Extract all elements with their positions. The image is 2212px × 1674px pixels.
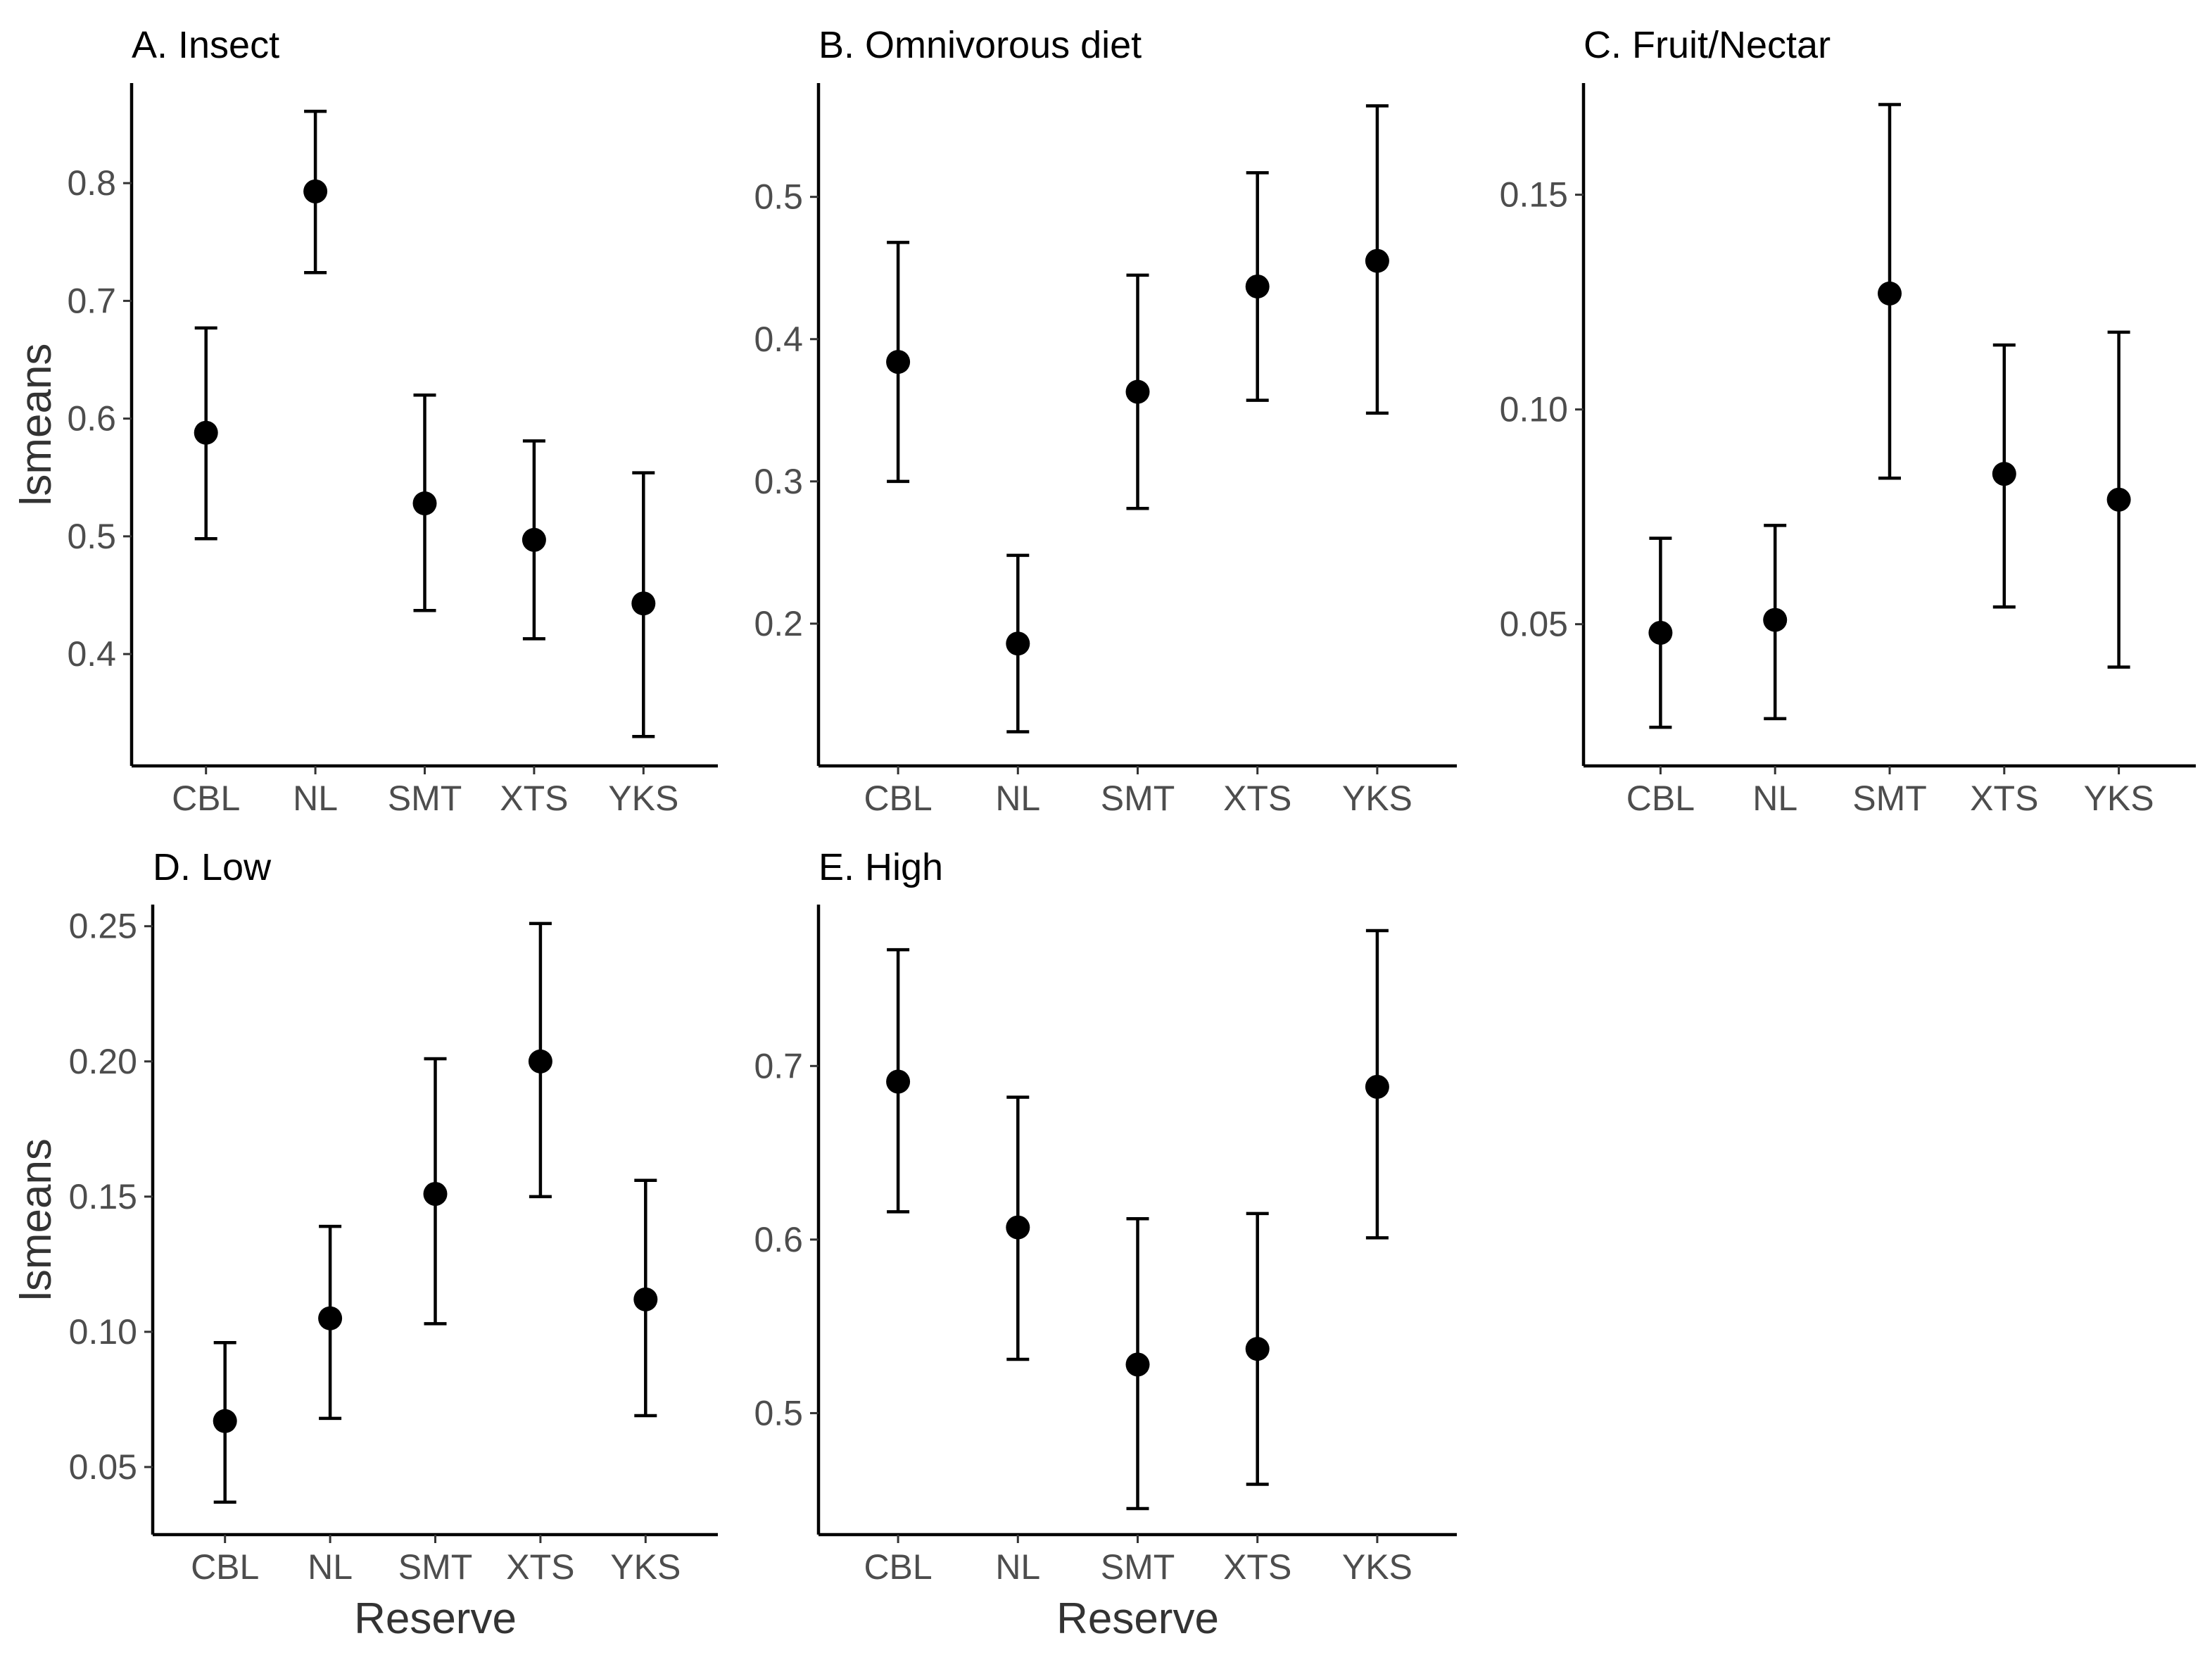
y-tick-label: 0.25 <box>69 907 137 946</box>
x-tick-label: NL <box>293 779 338 818</box>
x-axis-title: Reserve <box>354 1594 517 1643</box>
panel-c: C. Fruit/Nectar 0.05 0.10 0.15 CBL NL SMT XTS YK… <box>1500 24 2196 818</box>
y-tick-label: 0.6 <box>67 399 116 439</box>
y-tick-label: 0.5 <box>754 1393 803 1433</box>
y-tick-label: 0.2 <box>754 604 803 643</box>
data-point <box>1763 608 1788 632</box>
x-tick-label: SMT <box>1101 1547 1175 1587</box>
y-tick-label: 0.8 <box>67 163 116 203</box>
panel-title: D. Low <box>153 846 272 888</box>
panel-e: E. High 0.5 0.6 0.7 CBL NL SMT XTS YKS Reserve <box>754 846 1457 1643</box>
data-point <box>1365 248 1389 273</box>
x-tick-label: NL <box>1752 779 1797 818</box>
y-tick-label: 0.15 <box>69 1177 137 1216</box>
data-point <box>528 1049 552 1074</box>
x-tick-label: SMT <box>388 779 462 818</box>
y-tick-label: 0.20 <box>69 1042 137 1081</box>
x-tick-label: YKS <box>2084 779 2154 818</box>
x-tick-label: YKS <box>610 1547 681 1587</box>
y-tick-label: 0.10 <box>1500 390 1568 429</box>
x-tick-label: XTS <box>1970 779 2038 818</box>
x-tick-label: XTS <box>506 1547 574 1587</box>
x-tick-label: NL <box>995 779 1040 818</box>
panel-d: D. Low 0.05 0.10 0.15 0.20 0.25 CBL NL SMT XTS YKS… <box>12 846 718 1643</box>
y-tick-label: 0.4 <box>67 634 116 674</box>
x-tick-label: CBL <box>1626 779 1695 818</box>
x-tick-label: YKS <box>608 779 678 818</box>
data-point <box>1648 620 1673 645</box>
x-tick-label: CBL <box>191 1547 259 1587</box>
y-tick-label: 0.5 <box>67 517 116 556</box>
y-tick-label: 0.05 <box>69 1447 137 1487</box>
data-point <box>522 527 546 552</box>
data-point <box>303 179 328 203</box>
data-point <box>423 1182 448 1207</box>
data-point <box>631 591 656 616</box>
data-point <box>2106 487 2131 512</box>
data-point <box>1245 1337 1270 1361</box>
x-tick-label: SMT <box>398 1547 473 1587</box>
y-tick-label: 0.6 <box>754 1220 803 1259</box>
data-point <box>633 1287 658 1311</box>
data-point <box>1365 1074 1389 1099</box>
y-axis-title: lsmeans <box>12 344 61 506</box>
x-tick-label: NL <box>995 1547 1040 1587</box>
x-tick-label: YKS <box>1342 1547 1412 1587</box>
panel-title: E. High <box>819 846 943 888</box>
data-point <box>1878 281 1902 306</box>
data-point <box>1006 1215 1030 1240</box>
panel-title: C. Fruit/Nectar <box>1584 24 1831 66</box>
y-tick-label: 0.3 <box>754 462 803 501</box>
x-tick-label: NL <box>308 1547 353 1587</box>
data-point <box>1992 462 2016 486</box>
x-tick-label: CBL <box>864 1547 932 1587</box>
x-tick-label: YKS <box>1342 779 1412 818</box>
panel-b: B. Omnivorous diet 0.2 0.3 0.4 0.5 CBL NL SMT XT… <box>754 24 1457 818</box>
panel-title: A. Insect <box>132 24 279 66</box>
data-point <box>1245 274 1270 298</box>
data-point <box>1125 1352 1150 1377</box>
data-point <box>213 1409 237 1433</box>
y-tick-label: 0.05 <box>1500 605 1568 644</box>
y-tick-label: 0.4 <box>754 320 803 359</box>
x-tick-label: SMT <box>1101 779 1175 818</box>
data-point <box>194 420 218 445</box>
y-tick-label: 0.15 <box>1500 175 1568 215</box>
x-tick-label: CBL <box>864 779 932 818</box>
y-tick-label: 0.7 <box>754 1046 803 1085</box>
x-tick-label: XTS <box>1223 1547 1291 1587</box>
panel-title: B. Omnivorous diet <box>819 24 1142 66</box>
data-point <box>412 491 437 516</box>
data-point <box>886 1069 911 1094</box>
x-tick-label: XTS <box>500 779 568 818</box>
x-tick-label: CBL <box>172 779 240 818</box>
x-tick-label: XTS <box>1223 779 1291 818</box>
y-tick-label: 0.10 <box>69 1312 137 1352</box>
y-tick-label: 0.7 <box>67 281 116 320</box>
y-tick-label: 0.5 <box>754 177 803 217</box>
y-axis-title: lsmeans <box>12 1138 61 1301</box>
data-point <box>1006 631 1030 656</box>
x-tick-label: SMT <box>1852 779 1927 818</box>
data-point <box>886 350 911 375</box>
data-point <box>318 1306 343 1330</box>
data-point <box>1125 379 1150 404</box>
x-axis-title: Reserve <box>1056 1594 1219 1643</box>
panel-a: A. Insect 0.4 0.5 0.6 0.7 0.8 CBL NL SMT XTS YKS ls… <box>12 24 718 818</box>
